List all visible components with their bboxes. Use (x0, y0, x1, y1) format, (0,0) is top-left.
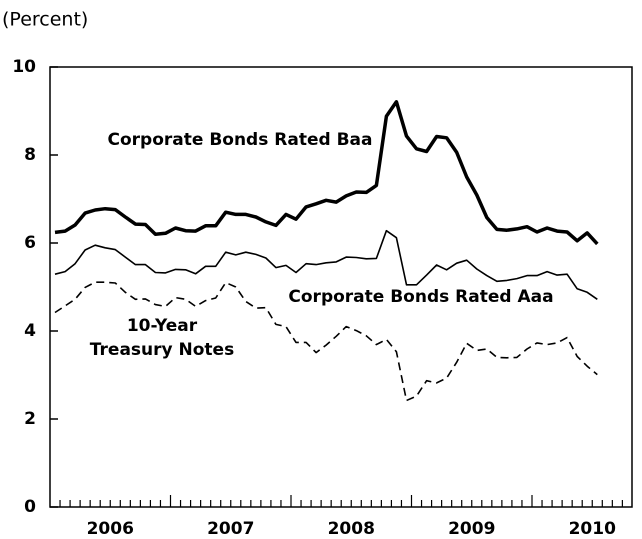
y-tick-label: 0 (24, 497, 36, 517)
y-tick-label: 8 (24, 145, 36, 165)
series-line (54, 281, 598, 402)
y-tick-label: 10 (12, 57, 36, 77)
series-label: Treasury Notes (90, 340, 234, 360)
y-tick-label: 4 (24, 321, 36, 341)
x-tick-label: 2008 (328, 519, 375, 539)
series-label: Corporate Bonds Rated Baa (108, 130, 373, 150)
x-tick-label: 2007 (207, 519, 254, 539)
series-line (54, 100, 599, 246)
y-tick-label: 2 (24, 409, 36, 429)
series-line (54, 229, 598, 300)
x-tick-label: 2009 (448, 519, 495, 539)
y-tick-label: 6 (24, 233, 36, 253)
x-tick-label: 2010 (569, 519, 616, 539)
series-label: 10-Year (127, 316, 198, 336)
unit-label: (Percent) (2, 9, 88, 31)
series-label: Corporate Bonds Rated Aaa (288, 287, 553, 307)
x-tick-label: 2006 (87, 519, 134, 539)
